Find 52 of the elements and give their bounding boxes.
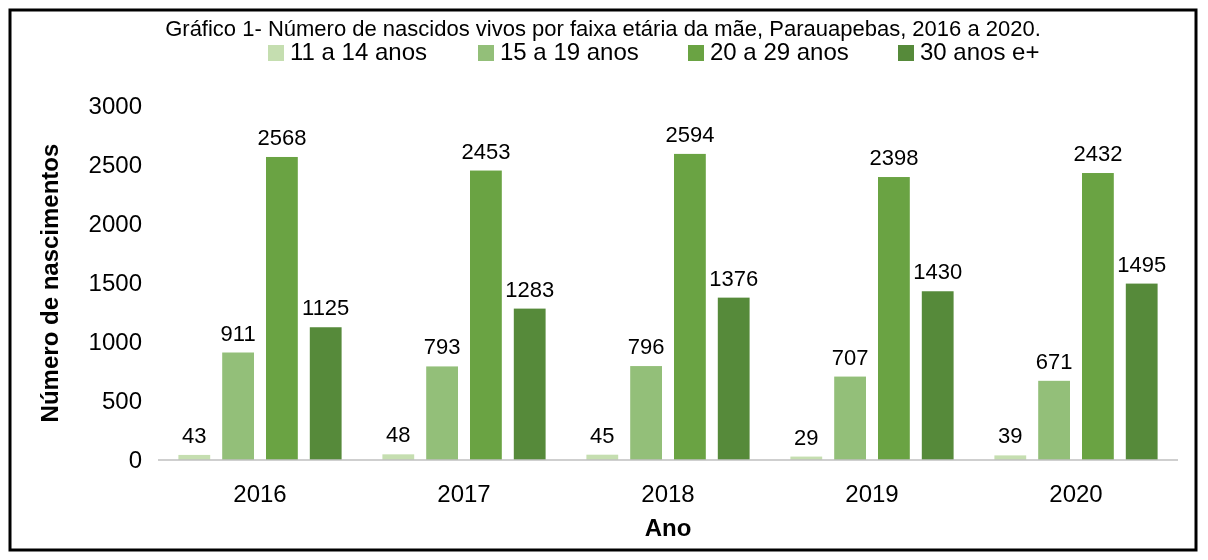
bar xyxy=(717,297,750,460)
data-label: 793 xyxy=(423,334,461,360)
data-label: 2594 xyxy=(665,121,715,147)
x-tick-label: 2020 xyxy=(1049,480,1103,507)
data-label: 796 xyxy=(627,334,665,360)
data-label: 1430 xyxy=(913,259,963,285)
bar xyxy=(426,366,458,460)
data-label: 911 xyxy=(220,320,256,346)
bar xyxy=(309,327,342,460)
x-tick-label: 2019 xyxy=(845,480,899,507)
y-tick-label: 3000 xyxy=(88,92,142,119)
bar xyxy=(1082,173,1114,460)
data-label: 2453 xyxy=(461,138,511,164)
data-label: 1283 xyxy=(505,276,555,302)
data-label: 1125 xyxy=(302,295,350,321)
bar xyxy=(470,170,502,460)
data-label: 2398 xyxy=(869,145,919,171)
x-axis-title: Ano xyxy=(644,514,692,541)
y-tick-label: 1500 xyxy=(88,269,142,296)
bar xyxy=(222,352,254,460)
bar xyxy=(878,177,910,460)
data-label: 1376 xyxy=(709,265,759,291)
bar xyxy=(1125,283,1158,460)
y-tick-label: 1000 xyxy=(88,328,142,355)
data-label: 39 xyxy=(998,423,1023,449)
y-tick-label: 0 xyxy=(128,446,142,473)
y-tick-label: 500 xyxy=(101,387,142,414)
data-label: 43 xyxy=(182,422,207,448)
x-tick-label: 2018 xyxy=(641,480,695,507)
data-label: 1495 xyxy=(1117,251,1167,277)
data-label: 45 xyxy=(590,422,615,448)
data-label: 707 xyxy=(831,344,869,370)
y-tick-label: 2000 xyxy=(88,210,142,237)
bar xyxy=(921,291,954,460)
bar xyxy=(266,156,298,460)
bar xyxy=(513,308,546,460)
bar xyxy=(1038,380,1070,460)
bar xyxy=(630,366,662,460)
data-label: 29 xyxy=(794,424,819,450)
legend-label: 11 a 14 anos xyxy=(290,38,428,65)
data-label: 671 xyxy=(1035,348,1073,374)
data-label: 2568 xyxy=(257,124,307,150)
x-tick-label: 2016 xyxy=(233,480,287,507)
data-label: 2432 xyxy=(1073,141,1123,167)
bar xyxy=(674,153,706,460)
y-axis-title: Número de nascimentos xyxy=(36,143,63,423)
y-tick-label: 2500 xyxy=(88,151,142,178)
chart-title: Gráfico 1- Número de nascidos vivos por faixa etária da mãe, Parauapebas, 2016 a 2020. xyxy=(165,16,1041,41)
data-label: 48 xyxy=(386,422,411,448)
x-tick-label: 2017 xyxy=(437,480,491,507)
bar xyxy=(834,376,866,460)
legend-label: 30 anos e+ xyxy=(920,38,1040,65)
